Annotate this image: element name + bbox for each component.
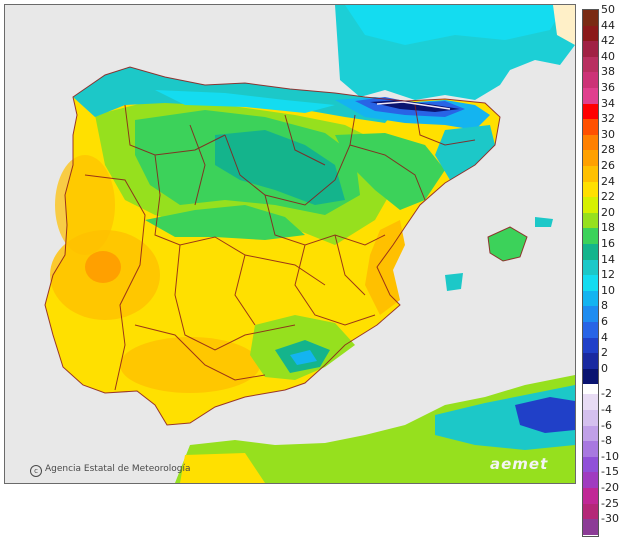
legend-label: -15 bbox=[601, 465, 619, 479]
agency-credit: c Agencia Estatal de Meteorología bbox=[30, 464, 191, 477]
legend-label: 10 bbox=[601, 283, 615, 297]
legend-label: 42 bbox=[601, 34, 615, 48]
legend-label: 12 bbox=[601, 268, 615, 282]
pyrenees-snow bbox=[376, 101, 451, 110]
island-mallorca bbox=[488, 227, 527, 261]
legend-swatch bbox=[583, 56, 598, 73]
alps-corner bbox=[553, 5, 575, 45]
island-menorca bbox=[535, 217, 553, 227]
legend-label: -10 bbox=[601, 449, 619, 463]
legend-swatch bbox=[583, 212, 598, 229]
temperature-map bbox=[4, 4, 576, 484]
legend-label: 0 bbox=[601, 361, 608, 375]
warm-portugal bbox=[55, 155, 115, 255]
legend-label: 24 bbox=[601, 174, 615, 188]
aemet-logo: aemet bbox=[490, 455, 549, 473]
agency-name: Agencia Estatal de Meteorología bbox=[45, 464, 191, 474]
legend-swatch bbox=[583, 41, 598, 57]
legend-swatch bbox=[583, 103, 598, 120]
africa-warm bbox=[180, 453, 265, 483]
temperature-legend: 50 44 42 40 38 36 34 32 30 28 26 24 22 20 18 16 14 12 10 8 6… bbox=[582, 4, 629, 537]
legend-label: 18 bbox=[601, 221, 615, 235]
legend-swatch bbox=[583, 259, 598, 276]
legend-swatch bbox=[583, 119, 598, 135]
legend-label: -2 bbox=[601, 387, 612, 401]
legend-label: 8 bbox=[601, 299, 608, 313]
legend-label: 44 bbox=[601, 18, 615, 32]
legend-swatch bbox=[583, 10, 598, 26]
legend-label: 2 bbox=[601, 346, 608, 360]
island-ibiza bbox=[445, 273, 463, 291]
legend-label: 40 bbox=[601, 49, 615, 63]
legend-label: -20 bbox=[601, 481, 619, 494]
legend-swatch bbox=[583, 425, 598, 442]
legend-swatch bbox=[583, 368, 598, 385]
legend-swatch bbox=[583, 353, 598, 369]
legend-label: 28 bbox=[601, 143, 615, 157]
legend-swatch bbox=[583, 337, 598, 354]
legend-swatch bbox=[583, 410, 598, 426]
legend-label: -8 bbox=[601, 434, 612, 448]
legend-label: 22 bbox=[601, 190, 615, 204]
legend-label: 16 bbox=[601, 237, 615, 250]
legend-swatch bbox=[583, 72, 598, 88]
legend-label: -6 bbox=[601, 418, 612, 432]
france-land-north bbox=[345, 5, 565, 45]
legend-swatch bbox=[583, 228, 598, 244]
legend-label: 14 bbox=[601, 252, 615, 266]
legend-swatch bbox=[583, 150, 598, 166]
atlas-high bbox=[515, 397, 575, 433]
north-africa bbox=[175, 375, 575, 483]
valencia-coast bbox=[365, 220, 405, 315]
warm-hotspot bbox=[85, 251, 121, 283]
legend-label: -4 bbox=[601, 403, 612, 416]
legend-swatch bbox=[583, 290, 598, 307]
legend-label: 36 bbox=[601, 81, 615, 94]
legend-swatch bbox=[583, 441, 598, 457]
legend-swatch bbox=[583, 472, 598, 488]
legend-swatch bbox=[583, 134, 598, 151]
legend-swatch bbox=[583, 197, 598, 213]
legend-label: 34 bbox=[601, 96, 615, 110]
legend-label: 4 bbox=[601, 330, 608, 344]
legend-swatch bbox=[583, 88, 598, 104]
legend-label: 26 bbox=[601, 159, 615, 172]
legend-label: 30 bbox=[601, 127, 615, 141]
legend-label: 32 bbox=[601, 112, 615, 126]
legend-swatch bbox=[583, 25, 598, 42]
legend-swatch bbox=[583, 306, 598, 322]
legend-swatch bbox=[583, 181, 598, 198]
legend-swatch bbox=[583, 322, 598, 338]
legend-swatch bbox=[583, 244, 598, 260]
iberian-mountains bbox=[215, 130, 345, 205]
cantabrian-peaks bbox=[155, 90, 335, 113]
legend-swatch bbox=[583, 456, 598, 473]
legend-label: -25 bbox=[601, 496, 619, 510]
warm-guadalquivir bbox=[120, 337, 260, 393]
legend-frame bbox=[582, 9, 599, 537]
legend-label: 6 bbox=[601, 315, 608, 328]
legend-label: 50 bbox=[601, 3, 615, 16]
legend-label: 38 bbox=[601, 65, 615, 79]
legend-label: 20 bbox=[601, 205, 615, 219]
legend-swatch bbox=[583, 394, 598, 410]
central-system bbox=[145, 205, 305, 240]
legend-swatch bbox=[583, 166, 598, 182]
catalonia bbox=[435, 125, 495, 180]
copyright-icon: c bbox=[30, 465, 42, 477]
legend-label: -30 bbox=[601, 512, 619, 526]
legend-swatch bbox=[583, 275, 598, 291]
ebro-valley bbox=[335, 133, 445, 210]
province-borders bbox=[44, 66, 528, 426]
sierra-nevada-peak bbox=[290, 350, 317, 365]
